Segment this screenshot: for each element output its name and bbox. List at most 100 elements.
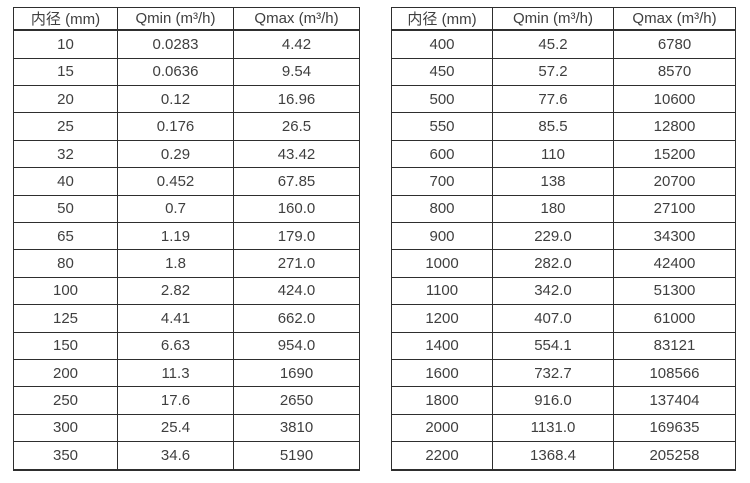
- table-cell: 25.4: [117, 413, 234, 443]
- table-cell: 10600: [613, 85, 736, 114]
- table-row: 2000 1131.0 169635: [391, 413, 736, 443]
- table-cell: 42400: [613, 249, 736, 278]
- table-row: 1800 916.0 137404: [391, 386, 736, 415]
- table-cell: 1000: [391, 249, 493, 278]
- table-cell: 550: [391, 112, 493, 141]
- flow-spec-table-large-diameters: 内径 (mm) Qmin (m³/h) Qmax (m³/h) 400 45.2 6…: [391, 7, 736, 472]
- header-qmax: Qmax (m³/h): [233, 7, 360, 31]
- table-row: 125 4.41 662.0: [13, 304, 360, 333]
- header-inner-diameter: 内径 (mm): [13, 7, 118, 31]
- header-qmin: Qmin (m³/h): [492, 7, 614, 31]
- table-cell: 662.0: [233, 304, 360, 333]
- table-cell: 125: [13, 304, 118, 333]
- table-cell: 229.0: [492, 221, 614, 251]
- table-cell: 1600: [391, 358, 493, 388]
- table-cell: 32: [13, 139, 118, 169]
- table-cell: 4.41: [117, 304, 234, 333]
- table-cell: 732.7: [492, 358, 614, 388]
- table-row: 300 25.4 3810: [13, 413, 360, 443]
- table-cell: 1.8: [117, 249, 234, 278]
- table-cell: 179.0: [233, 221, 360, 251]
- table-cell: 1800: [391, 386, 493, 415]
- table-cell: 1200: [391, 304, 493, 333]
- table-row: 10 0.0283 4.42: [13, 29, 360, 59]
- table-cell: 11.3: [117, 358, 234, 388]
- table-cell: 407.0: [492, 304, 614, 333]
- table-cell: 67.85: [233, 167, 360, 196]
- table-cell: 0.0283: [117, 29, 234, 59]
- table-cell: 1368.4: [492, 441, 614, 472]
- table-cell: 0.0636: [117, 57, 234, 87]
- table-cell: 25: [13, 112, 118, 141]
- table-row: 65 1.19 179.0: [13, 221, 360, 251]
- table-cell: 916.0: [492, 386, 614, 415]
- table-cell: 1400: [391, 331, 493, 360]
- table-row: 1400 554.1 83121: [391, 331, 736, 360]
- table-cell: 61000: [613, 304, 736, 333]
- table-row: 900 229.0 34300: [391, 221, 736, 251]
- table-cell: 500: [391, 85, 493, 114]
- table-cell: 342.0: [492, 276, 614, 306]
- table-row: 32 0.29 43.42: [13, 139, 360, 169]
- table-cell: 43.42: [233, 139, 360, 169]
- table-cell: 16.96: [233, 85, 360, 114]
- table-cell: 77.6: [492, 85, 614, 114]
- table-cell: 34.6: [117, 441, 234, 472]
- table-row: 2200 1368.4 205258: [391, 441, 736, 472]
- table-cell: 2000: [391, 413, 493, 443]
- table-cell: 300: [13, 413, 118, 443]
- table-cell: 20700: [613, 167, 736, 196]
- table-header-row: 内径 (mm) Qmin (m³/h) Qmax (m³/h): [391, 7, 736, 31]
- table-body: 400 45.2 6780 450 57.2 8570 500 77.6 10600 550 85.…: [391, 29, 736, 472]
- table-row: 20 0.12 16.96: [13, 85, 360, 114]
- table-cell: 180: [492, 194, 614, 224]
- table-cell: 9.54: [233, 57, 360, 87]
- table-cell: 271.0: [233, 249, 360, 278]
- table-cell: 1690: [233, 358, 360, 388]
- table-cell: 1100: [391, 276, 493, 306]
- table-cell: 554.1: [492, 331, 614, 360]
- table-cell: 20: [13, 85, 118, 114]
- table-cell: 0.176: [117, 112, 234, 141]
- table-cell: 27100: [613, 194, 736, 224]
- table-cell: 250: [13, 386, 118, 415]
- table-cell: 40: [13, 167, 118, 196]
- table-cell: 12800: [613, 112, 736, 141]
- header-qmin: Qmin (m³/h): [117, 7, 234, 31]
- table-row: 1200 407.0 61000: [391, 304, 736, 333]
- table-cell: 2200: [391, 441, 493, 472]
- table-row: 350 34.6 5190: [13, 441, 360, 472]
- table-row: 700 138 20700: [391, 167, 736, 196]
- table-cell: 6.63: [117, 331, 234, 360]
- table-cell: 400: [391, 29, 493, 59]
- table-row: 400 45.2 6780: [391, 29, 736, 59]
- header-inner-diameter: 内径 (mm): [391, 7, 493, 31]
- table-row: 600 110 15200: [391, 139, 736, 169]
- table-cell: 200: [13, 358, 118, 388]
- table-cell: 110: [492, 139, 614, 169]
- table-row: 50 0.7 160.0: [13, 194, 360, 224]
- table-cell: 85.5: [492, 112, 614, 141]
- table-cell: 50: [13, 194, 118, 224]
- table-cell: 83121: [613, 331, 736, 360]
- table-cell: 2.82: [117, 276, 234, 306]
- table-cell: 3810: [233, 413, 360, 443]
- table-cell: 8570: [613, 57, 736, 87]
- table-row: 250 17.6 2650: [13, 386, 360, 415]
- table-row: 40 0.452 67.85: [13, 167, 360, 196]
- table-cell: 424.0: [233, 276, 360, 306]
- table-cell: 10: [13, 29, 118, 59]
- table-cell: 2650: [233, 386, 360, 415]
- table-row: 100 2.82 424.0: [13, 276, 360, 306]
- table-cell: 34300: [613, 221, 736, 251]
- table-cell: 45.2: [492, 29, 614, 59]
- table-row: 450 57.2 8570: [391, 57, 736, 87]
- table-body: 10 0.0283 4.42 15 0.0636 9.54 20 0.12 16.96 25 0.1…: [13, 29, 360, 472]
- table-cell: 600: [391, 139, 493, 169]
- table-cell: 6780: [613, 29, 736, 59]
- table-cell: 205258: [613, 441, 736, 472]
- table-row: 500 77.6 10600: [391, 85, 736, 114]
- table-cell: 0.452: [117, 167, 234, 196]
- table-cell: 17.6: [117, 386, 234, 415]
- table-row: 200 11.3 1690: [13, 358, 360, 388]
